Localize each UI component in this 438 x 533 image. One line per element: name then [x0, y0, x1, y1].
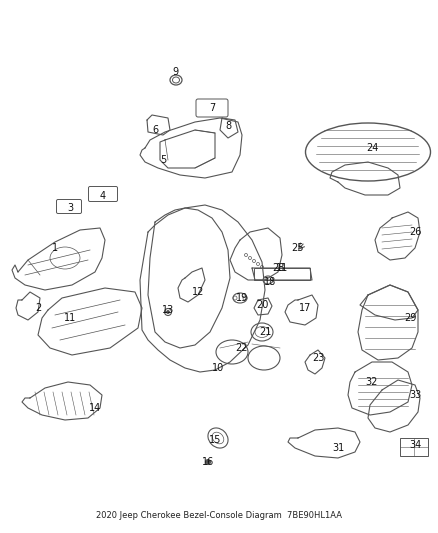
Bar: [254, 268, 310, 280]
Text: 22: 22: [236, 343, 248, 353]
Text: 26: 26: [409, 227, 421, 237]
Text: 15: 15: [209, 435, 221, 445]
Text: 12: 12: [192, 287, 204, 297]
Text: 34: 34: [409, 440, 421, 450]
Text: 31: 31: [332, 443, 344, 453]
Text: 9: 9: [172, 67, 178, 77]
Text: 17: 17: [299, 303, 311, 313]
Text: 11: 11: [64, 313, 76, 323]
Text: 13: 13: [162, 305, 174, 315]
Text: 10: 10: [212, 363, 224, 373]
Text: 23: 23: [312, 353, 324, 363]
Text: 16: 16: [202, 457, 214, 467]
Text: 11: 11: [276, 263, 288, 273]
Ellipse shape: [166, 311, 170, 313]
Text: 3: 3: [67, 203, 73, 213]
Text: 7: 7: [209, 103, 215, 113]
Text: 20: 20: [256, 300, 268, 310]
Text: 5: 5: [160, 155, 166, 165]
Text: 2: 2: [35, 303, 41, 313]
Text: 21: 21: [259, 327, 271, 337]
Text: 1: 1: [52, 243, 58, 253]
Text: 25: 25: [292, 243, 304, 253]
Text: 19: 19: [236, 293, 248, 303]
Text: 4: 4: [100, 191, 106, 201]
Text: 32: 32: [366, 377, 378, 387]
Text: 6: 6: [152, 125, 158, 135]
Text: 33: 33: [409, 390, 421, 400]
Text: 28: 28: [272, 263, 284, 273]
Text: 18: 18: [264, 277, 276, 287]
Text: 2020 Jeep Cherokee Bezel-Console Diagram  7BE90HL1AA: 2020 Jeep Cherokee Bezel-Console Diagram…: [96, 511, 342, 520]
Ellipse shape: [205, 459, 211, 464]
Text: 14: 14: [89, 403, 101, 413]
Text: 29: 29: [404, 313, 416, 323]
Bar: [400, 438, 428, 456]
Text: 24: 24: [366, 143, 378, 153]
Text: 8: 8: [225, 121, 231, 131]
